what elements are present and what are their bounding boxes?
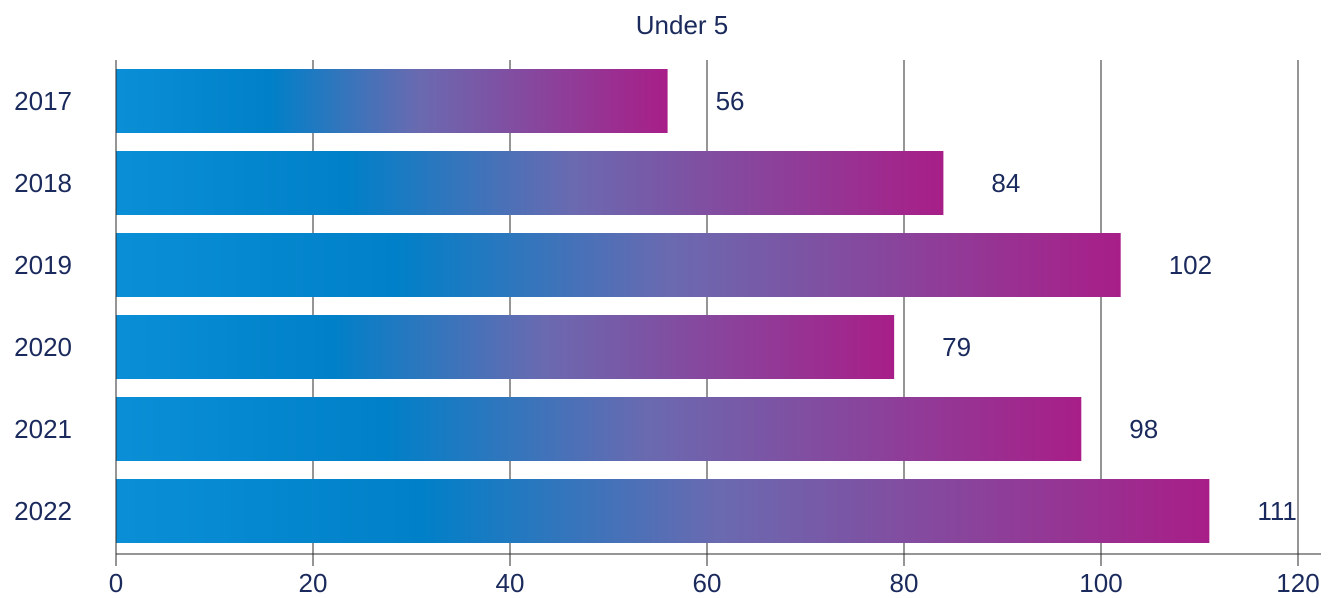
- x-tick-label: 80: [890, 568, 919, 598]
- chart-title: Under 5: [636, 10, 729, 40]
- bar-2019: [116, 233, 1121, 297]
- gridlines: [115, 60, 1299, 566]
- category-label: 2019: [14, 250, 72, 280]
- bar-2021: [116, 397, 1082, 461]
- value-label: 102: [1169, 250, 1212, 280]
- x-tick-label: 20: [299, 568, 328, 598]
- category-label: 2022: [14, 496, 72, 526]
- category-label: 2021: [14, 414, 72, 444]
- bar-2017: [116, 69, 668, 133]
- category-label: 2020: [14, 332, 72, 362]
- x-tick-label: 60: [693, 568, 722, 598]
- value-label: 111: [1257, 496, 1297, 526]
- x-tick-label: 120: [1276, 568, 1319, 598]
- bars: [116, 69, 1210, 543]
- x-tick-label: 40: [496, 568, 525, 598]
- x-tick-label: 100: [1079, 568, 1122, 598]
- category-label: 2018: [14, 168, 72, 198]
- value-label: 98: [1129, 414, 1158, 444]
- value-label: 84: [991, 168, 1020, 198]
- labels: 0 20 40 60 80 100 120 2017 56 2018 84 2019 102 2020 79…: [14, 86, 1320, 598]
- category-label: 2017: [14, 86, 72, 116]
- bar-2020: [116, 315, 895, 379]
- value-label: 56: [716, 86, 745, 116]
- bar-2022: [116, 479, 1210, 543]
- bar-2018: [116, 151, 944, 215]
- value-label: 79: [942, 332, 971, 362]
- x-tick-label: 0: [109, 568, 123, 598]
